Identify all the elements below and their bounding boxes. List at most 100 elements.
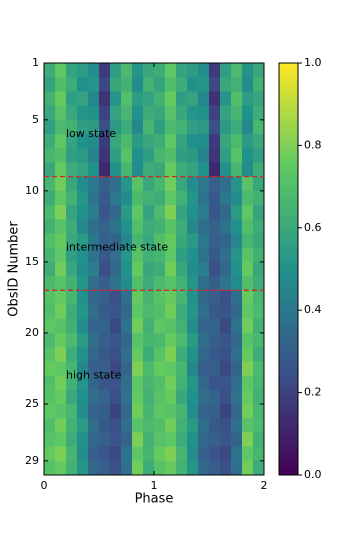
heatmap-cell xyxy=(176,119,188,135)
colorbar-segment xyxy=(279,297,298,303)
heatmap-cell xyxy=(242,205,254,220)
colorbar-segment xyxy=(279,128,298,134)
heatmap-cell xyxy=(198,219,210,234)
heatmap-cell xyxy=(187,190,199,206)
heatmap-cell xyxy=(121,332,133,348)
heatmap-cell xyxy=(165,446,177,462)
heatmap-cell xyxy=(154,233,166,249)
heatmap-cell xyxy=(176,205,188,220)
heatmap-cell xyxy=(110,119,122,135)
heatmap-cell xyxy=(187,233,199,249)
heatmap-cell xyxy=(154,276,166,291)
heatmap-cell xyxy=(253,77,265,92)
colorbar-segment xyxy=(279,108,298,113)
heatmap-cell xyxy=(88,446,100,462)
heatmap-cell xyxy=(154,418,166,433)
heatmap-cell xyxy=(143,304,155,320)
heatmap-cell xyxy=(242,361,254,376)
heatmap-cell xyxy=(132,403,144,419)
colorbar-segment xyxy=(279,120,298,126)
heatmap-cell xyxy=(132,347,144,362)
colorbar-segment xyxy=(279,71,298,76)
heatmap-cell xyxy=(132,290,144,305)
heatmap-cell xyxy=(242,190,254,206)
colorbar-segment xyxy=(279,112,298,118)
heatmap-cell xyxy=(55,190,67,206)
heatmap-cell xyxy=(44,375,56,391)
heatmap-cell xyxy=(253,318,265,334)
heatmap-cell xyxy=(231,347,243,362)
heatmap-cell xyxy=(55,148,67,163)
heatmap-cell xyxy=(220,446,232,462)
heatmap-cell xyxy=(154,460,166,476)
heatmap-cell xyxy=(209,361,221,376)
heatmap-cell xyxy=(66,219,78,234)
y-tick-label: 10 xyxy=(25,184,39,197)
heatmap-cell xyxy=(44,105,56,121)
heatmap-cell xyxy=(187,403,199,419)
heatmap-cell xyxy=(253,347,265,362)
heatmap-cell xyxy=(132,460,144,476)
heatmap-cell xyxy=(143,261,155,277)
heatmap-cell xyxy=(187,304,199,320)
y-tick-label: 29 xyxy=(25,454,39,467)
colorbar-segment xyxy=(279,67,298,72)
heatmap-cell xyxy=(154,332,166,348)
heatmap-cell xyxy=(154,304,166,320)
heatmap-cell xyxy=(253,247,265,263)
heatmap-cell xyxy=(187,91,199,107)
colorbar-segment xyxy=(279,285,298,291)
heatmap-cell xyxy=(55,247,67,263)
heatmap-cell xyxy=(66,91,78,107)
heatmap-cell xyxy=(55,162,67,178)
heatmap-cell xyxy=(99,375,111,391)
heatmap-cell xyxy=(220,261,232,277)
heatmap-cell xyxy=(242,403,254,419)
heatmap-cell xyxy=(99,403,111,419)
heatmap-cell xyxy=(220,247,232,263)
heatmap-cell xyxy=(88,162,100,178)
heatmap-cell xyxy=(165,233,177,249)
heatmap-cell xyxy=(154,446,166,462)
heatmap-cell xyxy=(55,375,67,391)
heatmap-cell xyxy=(121,247,133,263)
heatmap-cell xyxy=(154,389,166,405)
heatmap-cell xyxy=(99,190,111,206)
colorbar-segment xyxy=(279,248,298,254)
heatmap-cell xyxy=(220,375,232,391)
heatmap-cell xyxy=(121,389,133,405)
heatmap-cell xyxy=(66,261,78,277)
heatmap-cell xyxy=(132,205,144,220)
colorbar-segment xyxy=(279,347,298,352)
colorbar-segment xyxy=(279,281,298,286)
heatmap-cell xyxy=(77,134,89,149)
heatmap-cell xyxy=(154,148,166,163)
colorbar-segment xyxy=(279,269,298,274)
heatmap-cell xyxy=(154,134,166,149)
heatmap-cell xyxy=(88,77,100,92)
heatmap-cell xyxy=(187,276,199,291)
colorbar-tick-label: 0.2 xyxy=(304,386,322,399)
heatmap-cell xyxy=(55,63,67,78)
heatmap-cell xyxy=(154,91,166,107)
heatmap-cell xyxy=(198,91,210,107)
heatmap-cell xyxy=(231,318,243,334)
heatmap-cell xyxy=(187,446,199,462)
heatmap-cell xyxy=(143,105,155,121)
heatmap-cell xyxy=(110,446,122,462)
heatmap-cell xyxy=(66,134,78,149)
heatmap-cell xyxy=(44,276,56,291)
heatmap-cell xyxy=(110,361,122,376)
heatmap-cell xyxy=(121,205,133,220)
heatmap-cell xyxy=(99,418,111,433)
heatmap-cell xyxy=(165,304,177,320)
heatmap-cell xyxy=(165,347,177,362)
x-axis-label: Phase xyxy=(135,492,174,507)
heatmap-cell xyxy=(209,91,221,107)
heatmap-cell xyxy=(88,148,100,163)
heatmap-cell xyxy=(187,318,199,334)
heatmap-cell xyxy=(209,290,221,305)
heatmap-cell xyxy=(253,205,265,220)
heatmap-cell xyxy=(77,219,89,234)
colorbar-segment xyxy=(279,79,298,85)
